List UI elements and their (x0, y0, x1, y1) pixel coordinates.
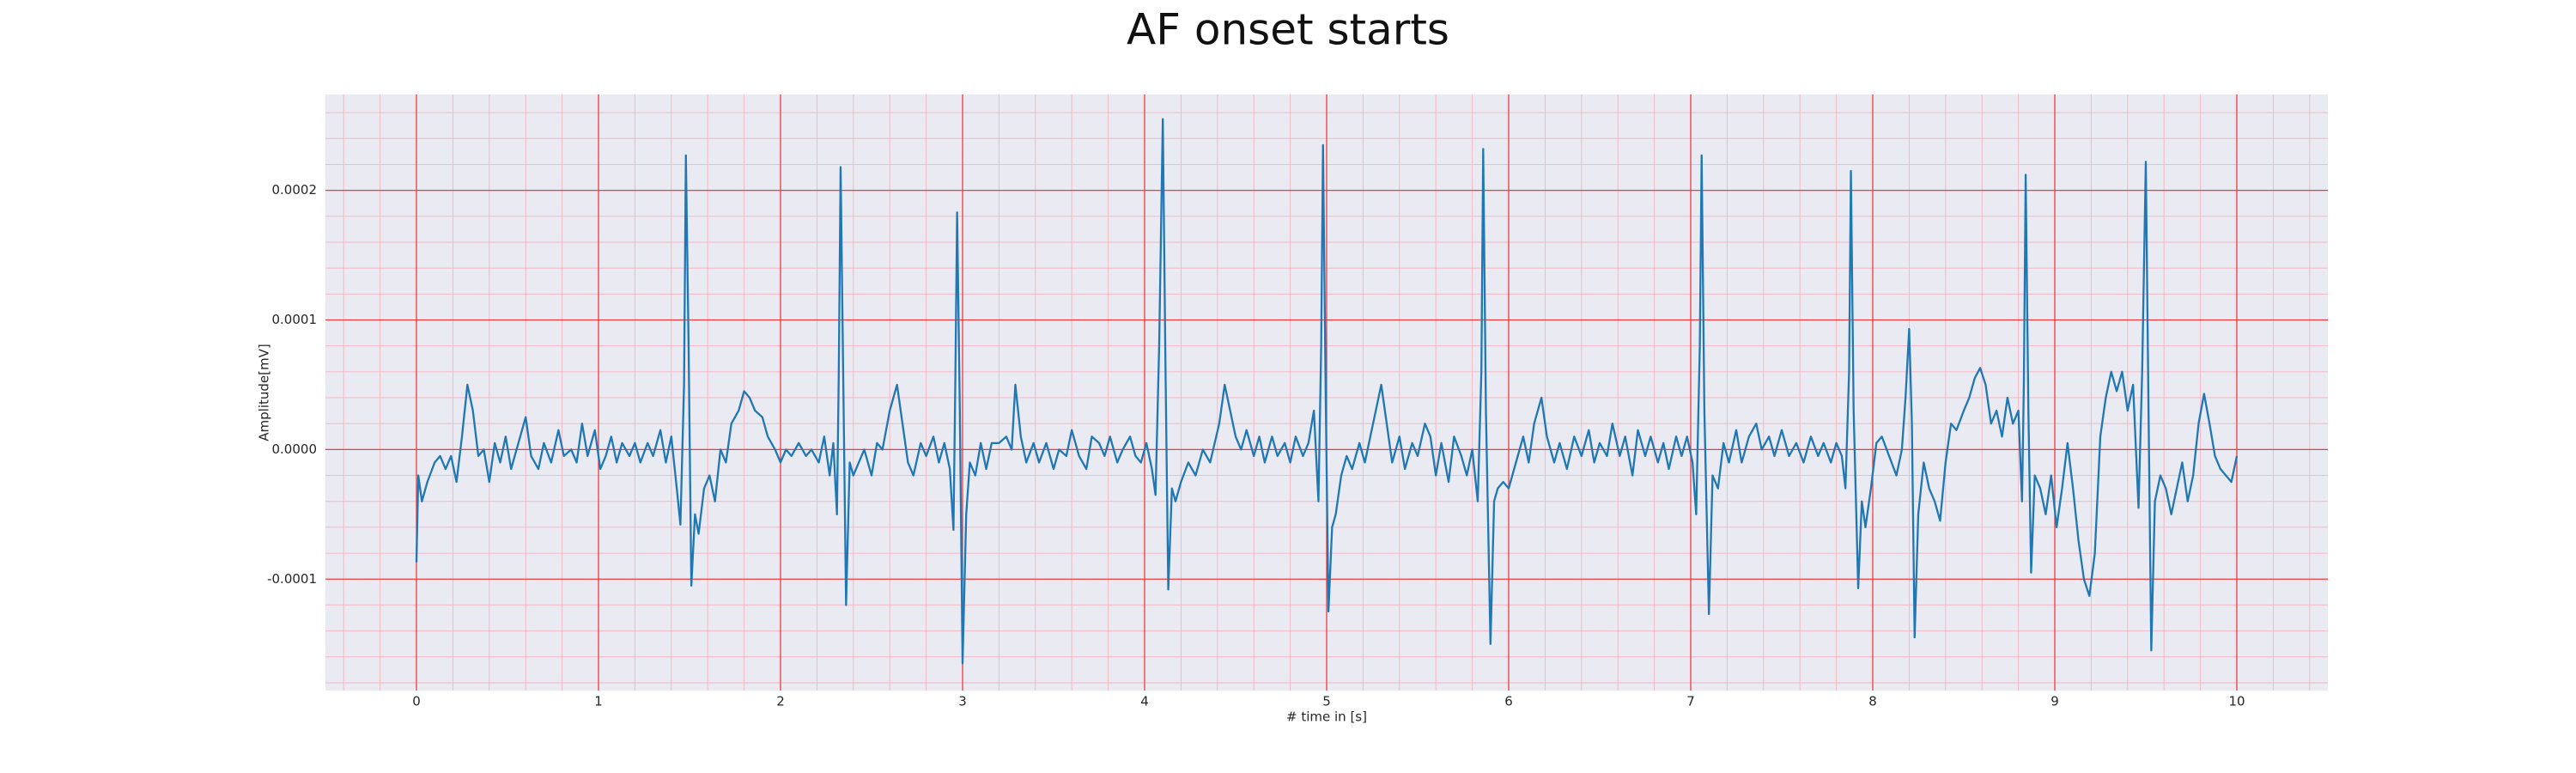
x-axis-label: # time in [s] (1286, 709, 1367, 725)
x-tick-label: 4 (1140, 694, 1149, 709)
y-tick-label: 0.0000 (272, 441, 318, 457)
plot (415, 118, 2239, 665)
y-tick-label: -0.0001 (267, 571, 317, 587)
y-axis-label: Amplitude[mV] (257, 344, 272, 441)
x-tick-label: 2 (776, 694, 785, 709)
x-tick-label: 8 (1868, 694, 1877, 709)
signal-line (415, 118, 2239, 665)
x-tick-label: 1 (594, 694, 603, 709)
x-tick-label: 10 (2228, 694, 2245, 709)
x-tick-label: 7 (1686, 694, 1695, 709)
y-tick-label: 0.0001 (272, 312, 318, 327)
x-tick-label: 6 (1504, 694, 1513, 709)
x-tick-label: 9 (2050, 694, 2059, 709)
grid (325, 94, 2328, 691)
x-tick-label: 5 (1322, 694, 1331, 709)
x-tick-label: 3 (958, 694, 967, 709)
x-tick-label: 0 (412, 694, 421, 709)
y-tick-label: 0.0002 (272, 182, 318, 198)
chart-title: AF onset starts (1127, 5, 1449, 55)
